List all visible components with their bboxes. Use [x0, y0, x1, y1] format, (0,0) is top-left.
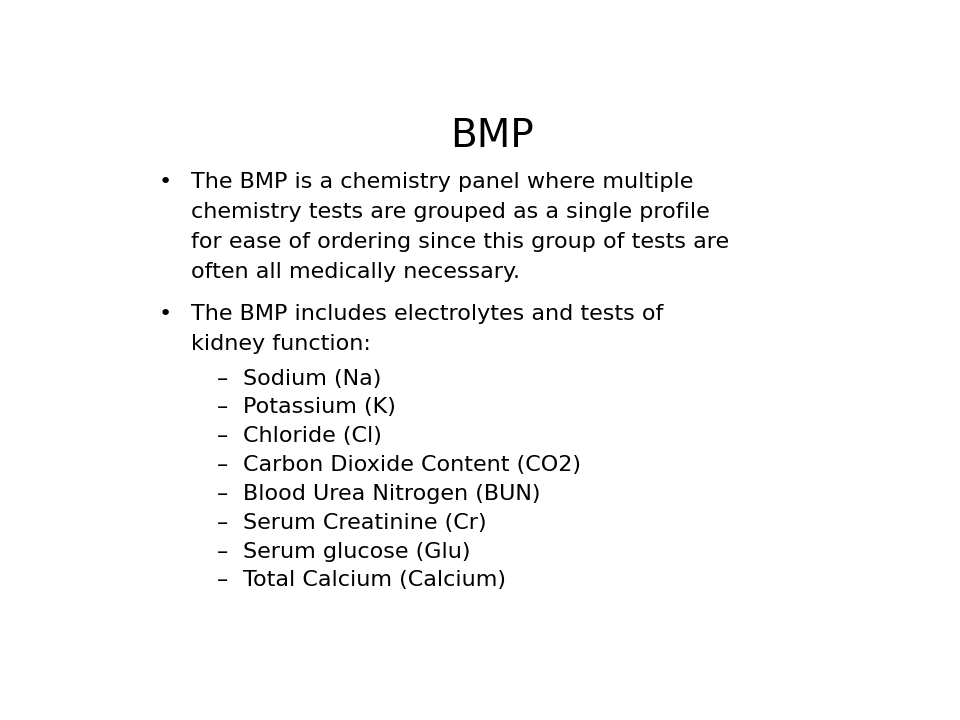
Text: –: – — [217, 484, 228, 504]
Text: Potassium (K): Potassium (K) — [243, 397, 396, 418]
Text: Total Calcium (Calcium): Total Calcium (Calcium) — [243, 570, 506, 590]
Text: The BMP is a chemistry panel where multiple: The BMP is a chemistry panel where multi… — [191, 172, 693, 192]
Text: Sodium (Na): Sodium (Na) — [243, 369, 381, 389]
Text: •: • — [158, 305, 172, 324]
Text: Carbon Dioxide Content (CO2): Carbon Dioxide Content (CO2) — [243, 455, 581, 475]
Text: BMP: BMP — [450, 117, 534, 155]
Text: Blood Urea Nitrogen (BUN): Blood Urea Nitrogen (BUN) — [243, 484, 540, 504]
Text: Serum Creatinine (Cr): Serum Creatinine (Cr) — [243, 513, 487, 533]
Text: –: – — [217, 541, 228, 562]
Text: –: – — [217, 426, 228, 446]
Text: Chloride (Cl): Chloride (Cl) — [243, 426, 382, 446]
Text: –: – — [217, 570, 228, 590]
Text: for ease of ordering since this group of tests are: for ease of ordering since this group of… — [191, 233, 729, 252]
Text: –: – — [217, 397, 228, 418]
Text: often all medically necessary.: often all medically necessary. — [191, 262, 519, 282]
Text: •: • — [158, 172, 172, 192]
Text: –: – — [217, 513, 228, 533]
Text: –: – — [217, 369, 228, 389]
Text: kidney function:: kidney function: — [191, 334, 371, 354]
Text: –: – — [217, 455, 228, 475]
Text: The BMP includes electrolytes and tests of: The BMP includes electrolytes and tests … — [191, 305, 663, 324]
Text: chemistry tests are grouped as a single profile: chemistry tests are grouped as a single … — [191, 202, 709, 222]
Text: Serum glucose (Glu): Serum glucose (Glu) — [243, 541, 470, 562]
